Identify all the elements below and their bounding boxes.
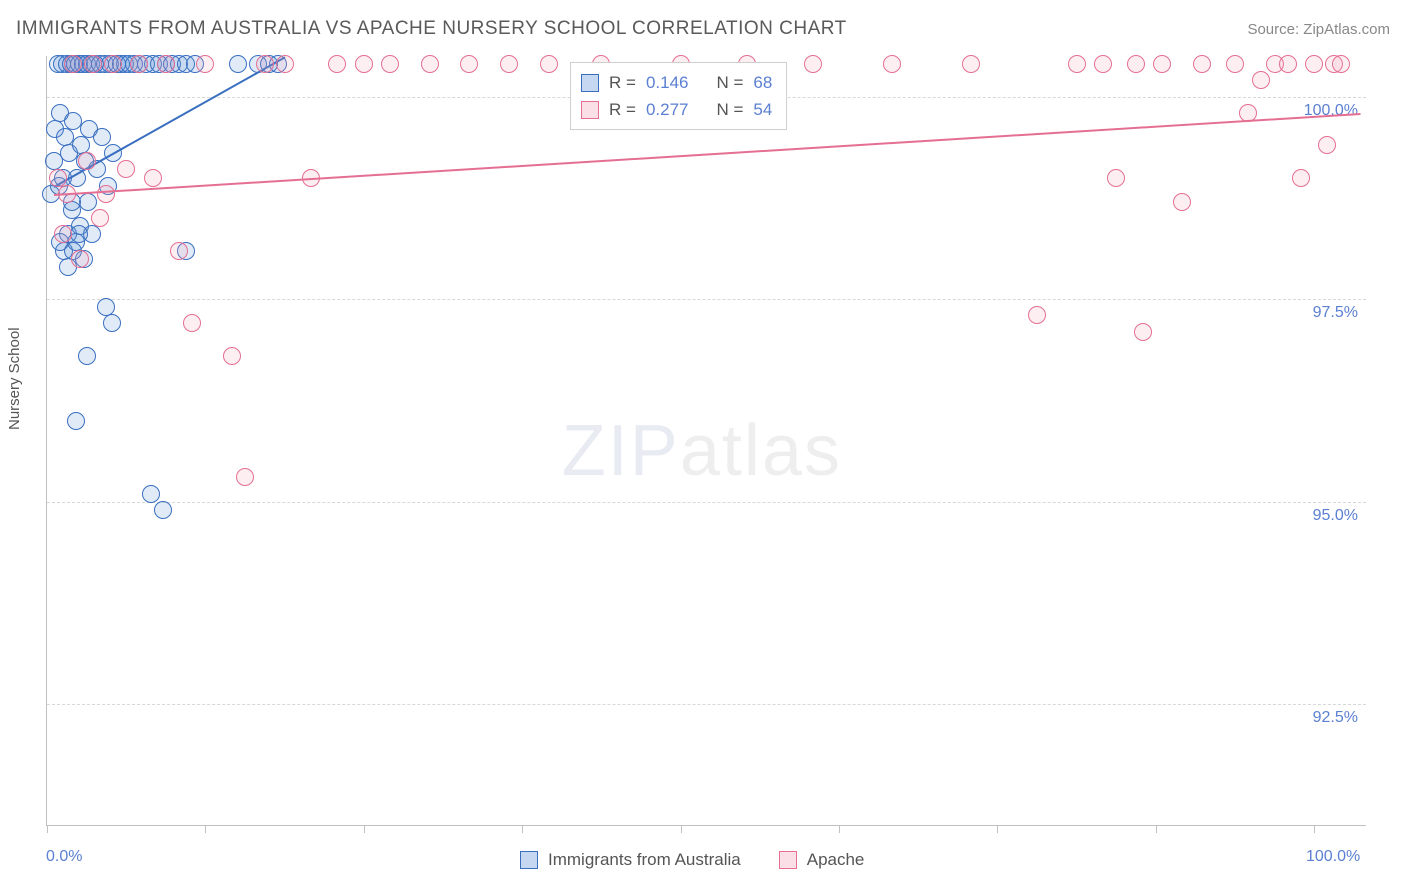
data-point-apache bbox=[540, 55, 558, 73]
data-point-apache bbox=[804, 55, 822, 73]
y-tick-label: 95.0% bbox=[1313, 507, 1358, 525]
stat-n-value: 68 bbox=[753, 69, 772, 96]
data-point-aus bbox=[142, 485, 160, 503]
data-point-apache bbox=[130, 55, 148, 73]
data-point-apache bbox=[144, 169, 162, 187]
x-tick bbox=[997, 825, 998, 833]
data-point-apache bbox=[196, 55, 214, 73]
data-point-apache bbox=[1305, 55, 1323, 73]
gridline bbox=[47, 704, 1366, 705]
stat-n-value: 54 bbox=[753, 96, 772, 123]
x-tick bbox=[47, 825, 48, 833]
data-point-apache bbox=[1107, 169, 1125, 187]
stat-r-value: 0.277 bbox=[646, 96, 689, 123]
data-point-apache bbox=[104, 55, 122, 73]
stat-r-value: 0.146 bbox=[646, 69, 689, 96]
data-point-apache bbox=[381, 55, 399, 73]
data-point-apache bbox=[1193, 55, 1211, 73]
x-tick bbox=[1156, 825, 1157, 833]
data-point-apache bbox=[157, 55, 175, 73]
gridline bbox=[47, 299, 1366, 300]
data-point-apache bbox=[97, 185, 115, 203]
stats-row-aus: R = 0.146 N = 68 bbox=[581, 69, 772, 96]
stats-row-apache: R = 0.277 N = 54 bbox=[581, 96, 772, 123]
watermark: ZIPatlas bbox=[562, 410, 842, 492]
legend-swatch-apache bbox=[779, 851, 797, 869]
stats-legend-box: R = 0.146 N = 68 R = 0.277 N = 54 bbox=[570, 62, 787, 130]
x-tick bbox=[364, 825, 365, 833]
data-point-apache bbox=[1153, 55, 1171, 73]
data-point-aus bbox=[67, 412, 85, 430]
data-point-apache bbox=[54, 225, 72, 243]
y-axis-label: Nursery School bbox=[6, 327, 23, 430]
data-point-apache bbox=[183, 314, 201, 332]
data-point-apache bbox=[1127, 55, 1145, 73]
swatch-apache bbox=[581, 101, 599, 119]
data-point-apache bbox=[1252, 71, 1270, 89]
data-point-apache bbox=[276, 55, 294, 73]
data-point-apache bbox=[962, 55, 980, 73]
data-point-apache bbox=[1318, 136, 1336, 154]
data-point-apache bbox=[1332, 55, 1350, 73]
data-point-apache bbox=[355, 55, 373, 73]
data-point-apache bbox=[1279, 55, 1297, 73]
x-tick bbox=[522, 825, 523, 833]
stat-r-label: R = bbox=[609, 69, 636, 96]
legend-swatch-aus bbox=[520, 851, 538, 869]
title-bar: IMMIGRANTS FROM AUSTRALIA VS APACHE NURS… bbox=[16, 18, 1390, 40]
data-point-aus bbox=[70, 225, 88, 243]
x-axis-max-label: 100.0% bbox=[1306, 848, 1360, 866]
data-point-aus bbox=[79, 193, 97, 211]
stat-r-label: R = bbox=[609, 96, 636, 123]
data-point-aus bbox=[103, 314, 121, 332]
x-tick bbox=[681, 825, 682, 833]
data-point-aus bbox=[229, 55, 247, 73]
y-tick-label: 92.5% bbox=[1313, 709, 1358, 727]
data-point-apache bbox=[883, 55, 901, 73]
data-point-apache bbox=[328, 55, 346, 73]
data-point-apache bbox=[1028, 306, 1046, 324]
data-point-apache bbox=[78, 152, 96, 170]
swatch-aus bbox=[581, 74, 599, 92]
data-point-aus bbox=[154, 501, 172, 519]
data-point-apache bbox=[500, 55, 518, 73]
data-point-apache bbox=[236, 468, 254, 486]
legend-label-aus: Immigrants from Australia bbox=[548, 850, 741, 870]
data-point-apache bbox=[49, 169, 67, 187]
bottom-legend: Immigrants from Australia Apache bbox=[520, 850, 892, 870]
source-label: Source: ZipAtlas.com bbox=[1247, 21, 1390, 38]
data-point-apache bbox=[71, 250, 89, 268]
data-point-apache bbox=[64, 55, 82, 73]
data-point-apache bbox=[117, 160, 135, 178]
data-point-apache bbox=[91, 209, 109, 227]
data-point-apache bbox=[256, 55, 274, 73]
data-point-apache bbox=[1292, 169, 1310, 187]
data-point-apache bbox=[1226, 55, 1244, 73]
data-point-aus bbox=[78, 347, 96, 365]
data-point-apache bbox=[421, 55, 439, 73]
x-tick bbox=[1314, 825, 1315, 833]
x-axis-min-label: 0.0% bbox=[46, 848, 82, 866]
gridline bbox=[47, 502, 1366, 503]
data-point-apache bbox=[170, 242, 188, 260]
legend-label-apache: Apache bbox=[807, 850, 865, 870]
data-point-apache bbox=[460, 55, 478, 73]
stat-n-label: N = bbox=[716, 96, 743, 123]
plot-area: ZIPatlas 92.5%95.0%97.5%100.0% bbox=[46, 56, 1366, 826]
watermark-atlas: atlas bbox=[680, 411, 842, 491]
x-tick bbox=[839, 825, 840, 833]
watermark-zip: ZIP bbox=[562, 411, 680, 491]
y-tick-label: 97.5% bbox=[1313, 304, 1358, 322]
data-point-apache bbox=[1134, 323, 1152, 341]
x-tick bbox=[205, 825, 206, 833]
chart-title: IMMIGRANTS FROM AUSTRALIA VS APACHE NURS… bbox=[16, 18, 847, 40]
data-point-apache bbox=[223, 347, 241, 365]
data-point-aus bbox=[93, 128, 111, 146]
data-point-apache bbox=[84, 55, 102, 73]
data-point-apache bbox=[1173, 193, 1191, 211]
data-point-apache bbox=[1094, 55, 1112, 73]
data-point-apache bbox=[1068, 55, 1086, 73]
stat-n-label: N = bbox=[716, 69, 743, 96]
